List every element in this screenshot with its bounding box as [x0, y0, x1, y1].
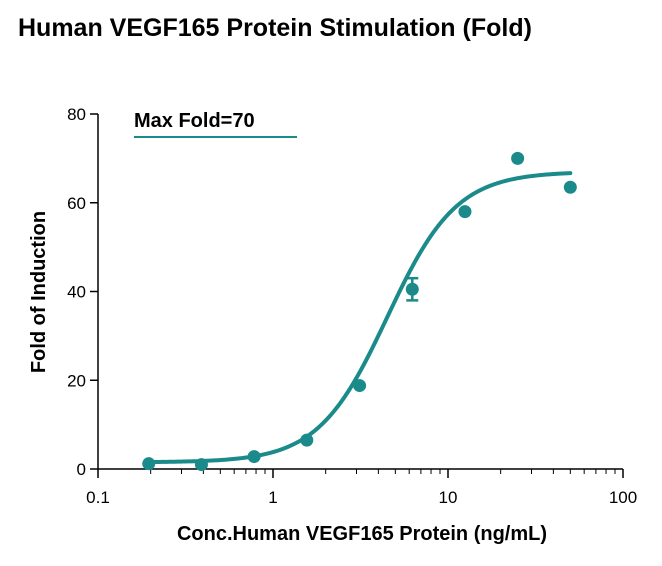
y-tick-label-20: 20: [67, 371, 86, 390]
tick-marks: [90, 113, 624, 478]
axes: [97, 114, 623, 470]
y-axis-title: Fold of Induction: [28, 211, 50, 373]
data-point: [142, 457, 156, 471]
x-tick-label-1: 1: [268, 488, 277, 507]
y-tick-label-0: 0: [77, 460, 86, 479]
data-point: [247, 450, 261, 464]
x-tick-label-100: 100: [609, 488, 637, 507]
data-point: [563, 180, 577, 194]
data-point: [458, 205, 472, 219]
chart-title: Human VEGF165 Protein Stimulation (Fold): [18, 14, 532, 42]
data-point: [300, 433, 314, 447]
x-tick-label-10: 10: [439, 488, 458, 507]
fit-curve: [146, 171, 573, 465]
x-tick-label-0.1: 0.1: [86, 488, 110, 507]
data-point: [511, 151, 525, 165]
data-point: [353, 379, 367, 393]
y-tick-label-40: 40: [67, 283, 86, 302]
data-points: [142, 151, 577, 472]
tick-labels: 0 20 40 60 80 0.1 1 10 100: [67, 105, 637, 507]
data-point: [405, 282, 419, 296]
fit-curve-layer: [146, 171, 573, 465]
y-tick-label-60: 60: [67, 194, 86, 213]
max-fold-annotation: Max Fold=70: [134, 110, 255, 132]
y-tick-label-80: 80: [67, 105, 86, 124]
data-point: [194, 458, 208, 472]
x-axis-title: Conc.Human VEGF165 Protein (ng/mL): [177, 523, 547, 545]
